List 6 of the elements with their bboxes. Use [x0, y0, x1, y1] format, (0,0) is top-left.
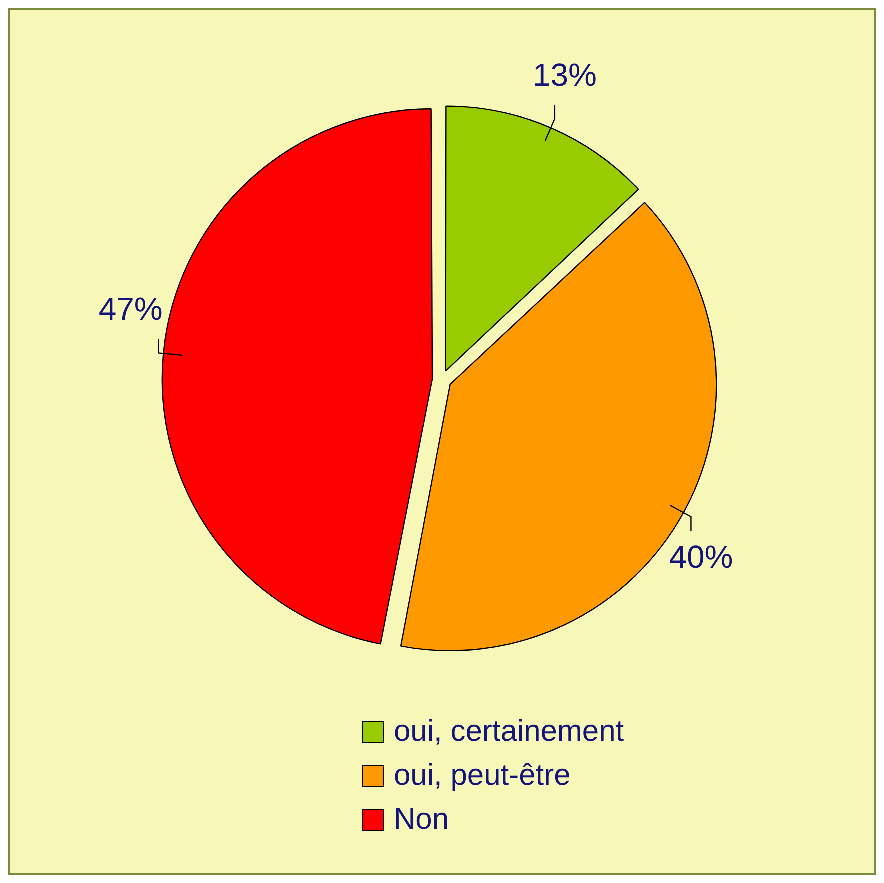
legend-label: oui, certainement: [394, 715, 624, 749]
data-label: 47%: [98, 291, 163, 328]
data-label: 13%: [532, 56, 597, 93]
legend-label: Non: [394, 803, 450, 837]
legend-label: oui, peut-être: [394, 759, 571, 793]
data-label: 40%: [669, 538, 734, 575]
